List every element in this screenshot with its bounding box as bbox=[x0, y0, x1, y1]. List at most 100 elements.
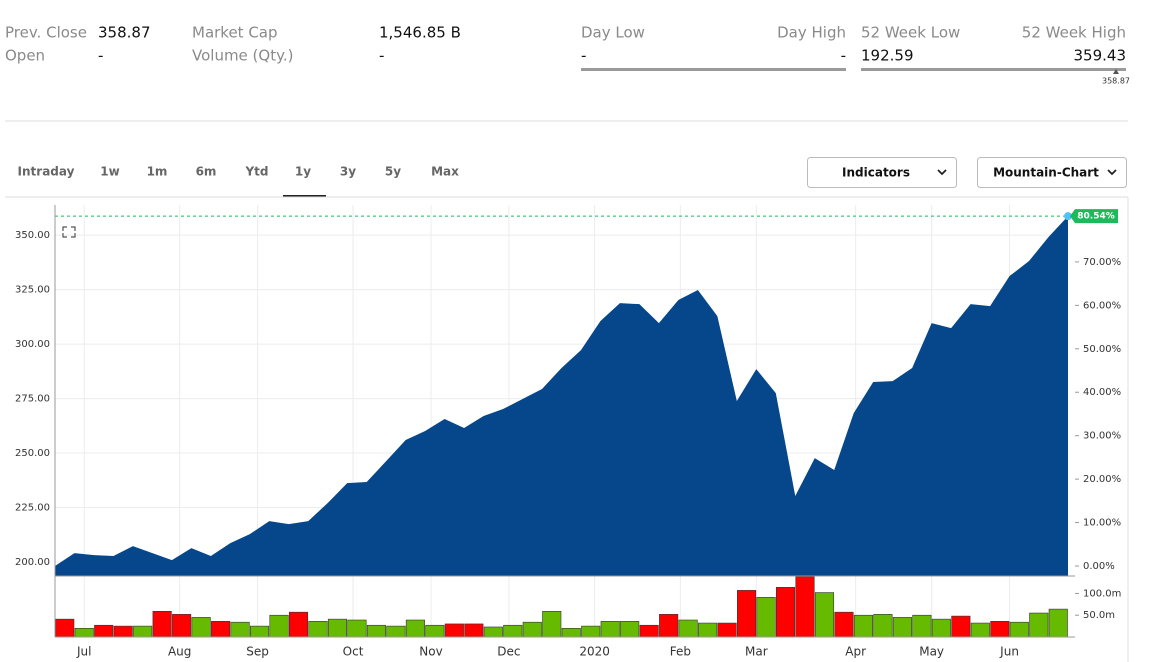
tab[interactable]: 1m bbox=[147, 165, 168, 179]
range-bar bbox=[861, 68, 1126, 71]
y2-tick-label: 30.00% bbox=[1083, 431, 1121, 442]
volume-bar bbox=[892, 617, 912, 638]
tab[interactable]: 1y bbox=[295, 165, 311, 179]
volume-bar bbox=[347, 619, 367, 638]
x-tick-label: Feb bbox=[670, 645, 691, 659]
button-label[interactable]: Indicators bbox=[842, 166, 910, 180]
fullscreen-icon[interactable] bbox=[62, 226, 76, 238]
volume-tick-label: 50.0m bbox=[1083, 610, 1115, 621]
x-tick-label: Nov bbox=[419, 645, 442, 659]
volume-bar bbox=[230, 621, 250, 638]
volume-bar bbox=[483, 626, 503, 638]
x-tick-label: May bbox=[919, 645, 944, 659]
y-tick-label: 225.00 bbox=[15, 503, 50, 514]
volume-bar bbox=[951, 615, 971, 638]
volume-bar bbox=[873, 614, 893, 638]
last-point bbox=[1064, 212, 1072, 221]
tab[interactable]: 5y bbox=[385, 165, 401, 179]
tab[interactable]: Intraday bbox=[18, 165, 75, 179]
volume-bar bbox=[659, 614, 679, 638]
range-current: 358.87 bbox=[1102, 77, 1130, 86]
volume-bar bbox=[853, 614, 873, 638]
volume-bar bbox=[425, 624, 445, 638]
volume-bar bbox=[366, 624, 386, 638]
y-tick-label: 350.00 bbox=[15, 230, 50, 241]
tab[interactable]: Ytd bbox=[244, 165, 268, 179]
volume-bar bbox=[133, 625, 153, 638]
volume-bar bbox=[834, 611, 854, 638]
stat-label: 52 Week Low bbox=[861, 24, 960, 42]
y2-tick-label: 60.00% bbox=[1083, 300, 1121, 311]
volume-bar bbox=[912, 614, 932, 638]
volume-bar bbox=[795, 576, 815, 638]
x-tick-label: Jun bbox=[999, 645, 1019, 659]
volume-bar bbox=[191, 617, 211, 638]
volume-bar bbox=[737, 590, 757, 638]
y-tick-label: 200.00 bbox=[15, 557, 50, 568]
volume-tick-label: 100.0m bbox=[1083, 588, 1121, 599]
volume-bar bbox=[172, 614, 192, 638]
y-tick-label: 325.00 bbox=[15, 285, 50, 296]
volume-bar bbox=[620, 621, 640, 638]
stat-value: 1,546.85 B bbox=[379, 24, 461, 42]
tab-bar: Intraday 1w 1m 6m Ytd 1y 3y 5y Max bbox=[18, 165, 460, 179]
volume-bar bbox=[269, 614, 289, 638]
volume-bar bbox=[152, 610, 172, 638]
tab[interactable]: Max bbox=[431, 165, 459, 179]
range-marker bbox=[1113, 69, 1119, 74]
tab[interactable]: 3y bbox=[340, 165, 356, 179]
y-tick-label: 275.00 bbox=[15, 394, 50, 405]
tab[interactable]: 1w bbox=[100, 165, 119, 179]
indicators-button[interactable] bbox=[807, 157, 957, 188]
volume-bar bbox=[250, 625, 270, 638]
volume-bar bbox=[542, 610, 562, 638]
volume-bar bbox=[756, 597, 776, 638]
volume-bar bbox=[698, 622, 718, 638]
stat-label: Prev. Close bbox=[5, 24, 87, 42]
volume-bar bbox=[503, 624, 523, 638]
y2-tick-label: 70.00% bbox=[1083, 257, 1121, 268]
volume-bar bbox=[581, 625, 601, 638]
x-tick-label: Apr bbox=[845, 645, 866, 659]
volume-bar bbox=[970, 622, 990, 638]
x-tick-label: Oct bbox=[343, 645, 364, 659]
tab-underline bbox=[283, 195, 326, 197]
x-tick-label: Sep bbox=[246, 645, 269, 659]
volume-bar bbox=[1048, 608, 1068, 638]
chart: Jul Aug Sep Oct Nov Dec 2020 Feb Mar Apr May Jun 200… bbox=[15, 205, 1121, 659]
tab[interactable]: 6m bbox=[196, 165, 217, 179]
button-label[interactable]: Mountain-Chart bbox=[993, 166, 1099, 180]
y2-tick-label: 50.00% bbox=[1083, 344, 1121, 355]
stat-value: - bbox=[841, 47, 846, 65]
stat-value: 359.43 bbox=[1074, 47, 1127, 65]
stat-label: Volume (Qty.) bbox=[192, 47, 293, 65]
y-tick-label: 250.00 bbox=[15, 448, 50, 459]
volume-bar bbox=[639, 624, 659, 638]
y2-tick-label: 0.00% bbox=[1083, 561, 1115, 572]
stat-label: Day Low bbox=[581, 24, 645, 42]
volume-bar bbox=[55, 618, 75, 638]
stat-value: - bbox=[98, 47, 103, 65]
x-tick-label: 2020 bbox=[579, 645, 610, 659]
stat-value: 192.59 bbox=[861, 47, 914, 65]
stat-label: Day High bbox=[777, 24, 846, 42]
volume-bar bbox=[931, 618, 951, 638]
stat-value: - bbox=[379, 47, 384, 65]
chevron bbox=[1107, 169, 1117, 176]
volume-bar bbox=[74, 627, 94, 638]
y-tick-label: 300.00 bbox=[15, 339, 50, 350]
volume-bar bbox=[522, 621, 542, 638]
stat-value: - bbox=[581, 47, 586, 65]
x-tick-label: Aug bbox=[168, 645, 191, 659]
stat-label: Open bbox=[5, 47, 45, 65]
chart-type-button[interactable] bbox=[977, 157, 1127, 188]
volume-bar bbox=[678, 619, 698, 638]
range-bar bbox=[581, 68, 846, 71]
volume-bar bbox=[814, 592, 835, 638]
x-tick-label: Dec bbox=[497, 645, 520, 659]
x-tick-label: Jul bbox=[76, 645, 91, 659]
volume-bar bbox=[113, 625, 133, 638]
volume-bar bbox=[1009, 621, 1029, 638]
y2-tick-label: 10.00% bbox=[1083, 518, 1121, 529]
